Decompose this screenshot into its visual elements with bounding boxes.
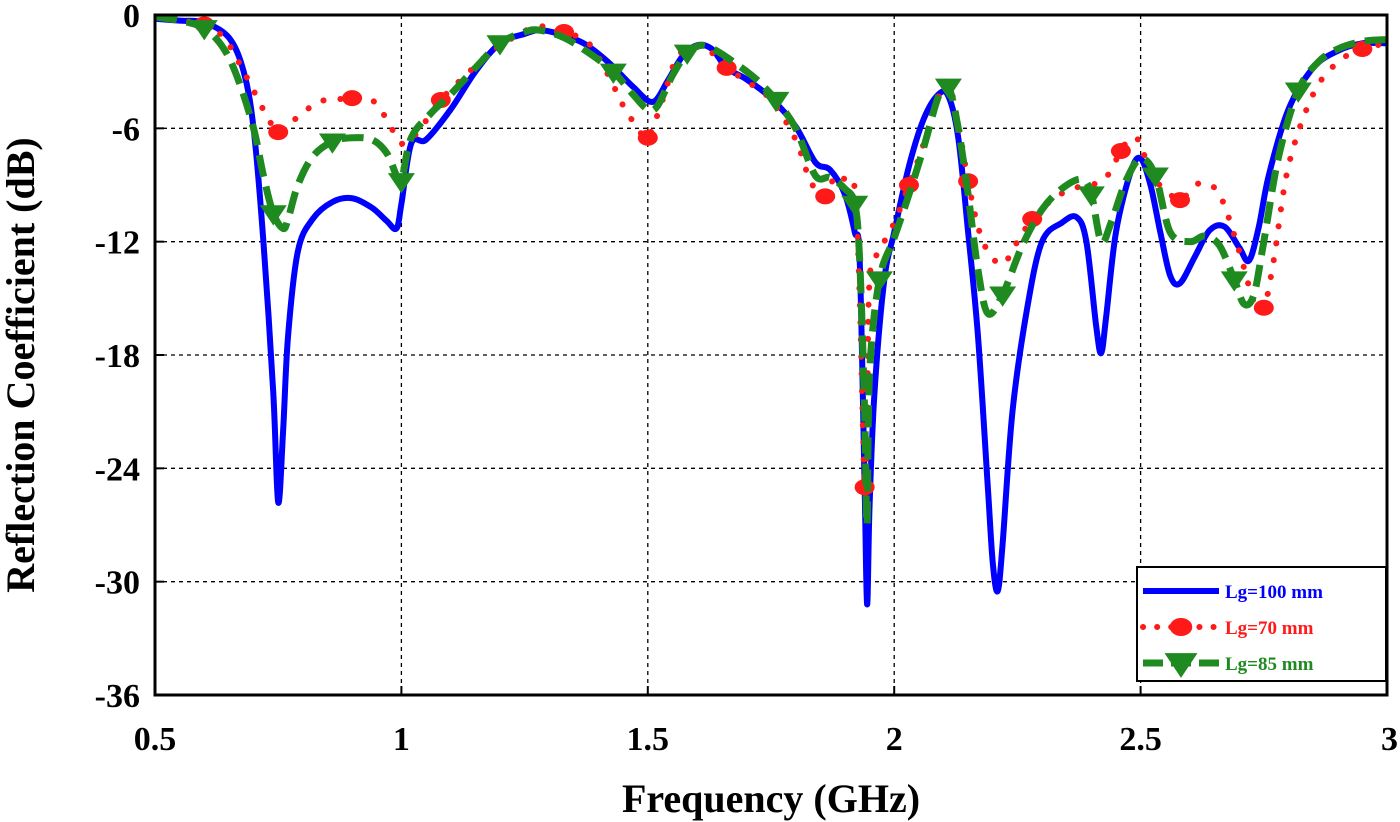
series-2 xyxy=(155,13,1388,529)
series-marker xyxy=(865,271,893,292)
legend-item: Lg=70 mm xyxy=(1140,618,1314,639)
y-tick-label: -6 xyxy=(112,111,140,148)
y-tick-label: -30 xyxy=(95,565,140,602)
legend: Lg=100 mm Lg=70 mm Lg=85 mm xyxy=(1136,566,1387,682)
series-marker xyxy=(1141,167,1169,188)
series-1 xyxy=(155,13,1390,497)
series-marker xyxy=(934,78,962,99)
series-marker xyxy=(259,205,287,226)
series-layer xyxy=(155,13,1390,608)
series-marker xyxy=(387,173,415,194)
series-marker xyxy=(989,286,1017,307)
legend-item: Lg=100 mm xyxy=(1143,582,1323,603)
series-marker xyxy=(1253,299,1274,316)
x-axis-title: Frequency (GHz) xyxy=(622,776,920,821)
y-tick-label: -24 xyxy=(95,451,140,488)
series-line xyxy=(155,13,1388,529)
series-marker xyxy=(268,124,289,141)
series-marker xyxy=(716,59,737,76)
legend-label: Lg=100 mm xyxy=(1225,582,1323,603)
grid-lines xyxy=(155,15,1387,695)
series-marker xyxy=(318,133,346,154)
series-marker xyxy=(1077,186,1105,207)
x-tick-label: 0.5 xyxy=(134,721,177,758)
y-tick-label: 0 xyxy=(123,0,140,35)
series-marker xyxy=(599,63,627,84)
legend-label: Lg=85 mm xyxy=(1225,654,1314,675)
legend-label: Lg=70 mm xyxy=(1225,618,1314,639)
series-marker xyxy=(486,35,514,56)
series-marker xyxy=(1352,41,1373,57)
series-marker xyxy=(1220,271,1248,292)
x-tick-label: 2.5 xyxy=(1119,721,1162,758)
series-marker xyxy=(1169,618,1193,636)
x-tick-label: 3 xyxy=(1381,721,1398,758)
series-line xyxy=(155,13,1390,497)
axis-ticks: 0.5 1 1.5 2 2.5 3 0 -6 -12 -18 -24 -30 -36 xyxy=(95,0,1398,758)
series-marker xyxy=(1110,143,1131,159)
series-marker xyxy=(1164,653,1198,678)
series-marker xyxy=(1022,211,1043,227)
y-tick-label: -18 xyxy=(95,338,140,375)
series-marker xyxy=(1170,192,1191,209)
x-tick-label: 1 xyxy=(393,721,410,758)
x-tick-label: 1.5 xyxy=(627,721,670,758)
y-tick-label: -12 xyxy=(95,225,140,262)
series-marker xyxy=(1284,82,1312,103)
series-marker xyxy=(815,188,836,205)
legend-item: Lg=85 mm xyxy=(1143,653,1314,678)
series-line xyxy=(155,15,1388,608)
y-axis-title: Reflection Coefficient (dB) xyxy=(0,137,43,592)
series-marker xyxy=(762,91,790,113)
series-marker xyxy=(190,20,218,41)
y-tick-label: -36 xyxy=(95,678,140,715)
series-marker xyxy=(673,44,701,65)
x-tick-label: 2 xyxy=(886,721,903,758)
series-marker xyxy=(342,90,363,107)
series-marker xyxy=(637,129,658,146)
series-0 xyxy=(155,15,1388,608)
series-marker xyxy=(841,195,869,217)
